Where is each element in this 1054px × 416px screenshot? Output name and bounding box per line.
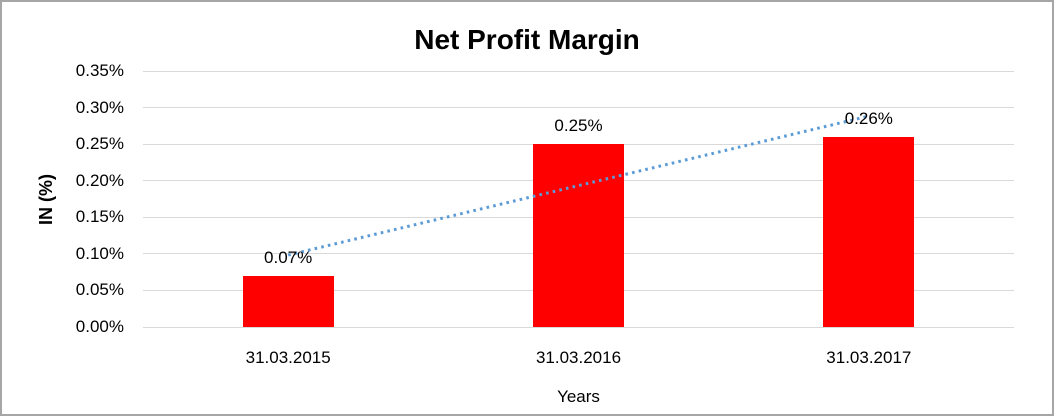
data-label-31.03.2017: 0.26%	[844, 108, 893, 128]
x-tick-label: 31.03.2015	[245, 348, 331, 367]
bar-31.03.2017	[823, 136, 915, 327]
y-tick-label: 0.20%	[75, 170, 124, 190]
y-tick-label: 0.00%	[75, 317, 124, 336]
bar-31.03.2016	[533, 144, 624, 327]
data-label-31.03.2016: 0.25%	[554, 116, 603, 136]
y-tick-label: 0.05%	[75, 280, 124, 300]
x-axis-title: Years	[557, 387, 600, 406]
y-tick-label: 0.35%	[75, 61, 124, 80]
y-tick-label: 0.30%	[75, 97, 124, 117]
y-tick-label: 0.15%	[75, 207, 124, 227]
gridline	[143, 107, 1014, 109]
x-tick-label: 31.03.2016	[535, 348, 622, 367]
gridline	[143, 326, 1014, 328]
gridline	[143, 70, 1014, 72]
y-tick-label: 0.25%	[75, 134, 124, 154]
x-tick-label: 31.03.2017	[826, 348, 912, 367]
data-label-31.03.2015: 0.07%	[264, 247, 313, 267]
bar-31.03.2015	[242, 275, 334, 327]
chart-title: Net Profit Margin	[414, 24, 640, 55]
y-tick-label: 0.10%	[75, 243, 124, 263]
